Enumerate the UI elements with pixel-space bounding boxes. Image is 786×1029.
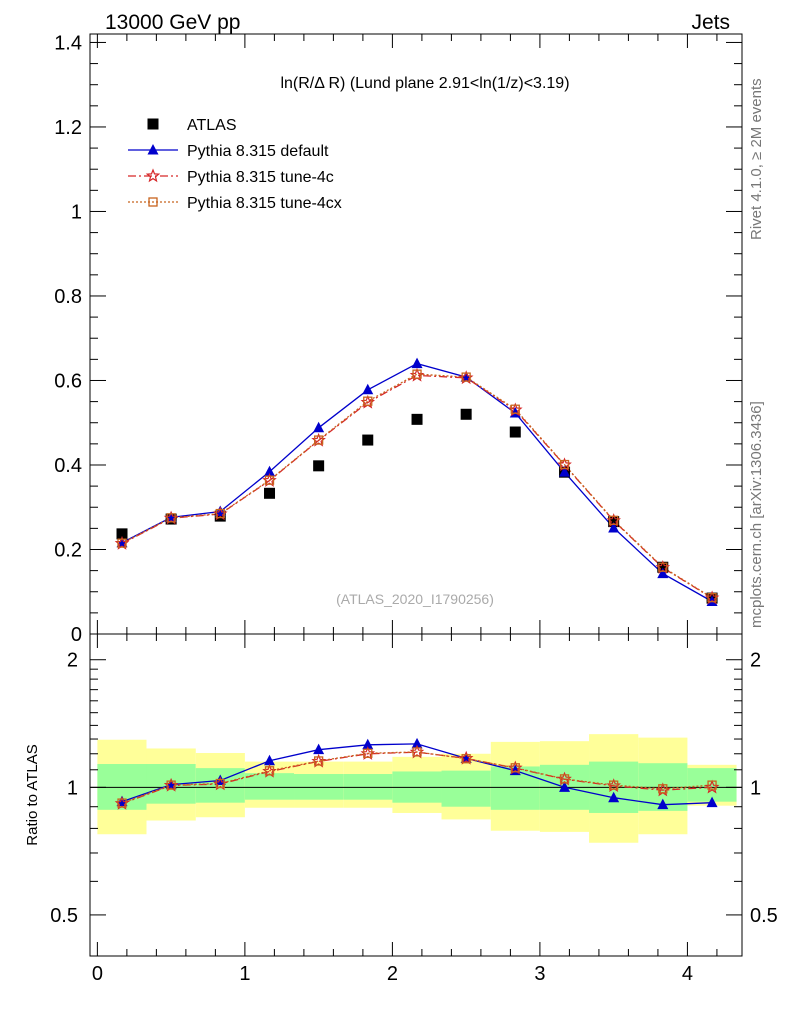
y-main-tick-label-0.6: 0.6 xyxy=(54,370,82,392)
x-tick-label-1: 1 xyxy=(239,963,250,985)
y-main-tick-label-0.4: 0.4 xyxy=(54,455,82,477)
legend-marker-pythia-8-315-tune-4c xyxy=(145,168,161,183)
ratio-point-pythia-8-315-tune-4cx-7 xyxy=(461,754,471,764)
analysis-watermark: (ATLAS_2020_I1790256) xyxy=(336,591,494,607)
mcplots-label: mcplots.cern.ch [arXiv:1306.3436] xyxy=(748,401,765,628)
ratio-point-pythia-8-315-tune-4cx-3 xyxy=(264,766,275,776)
y-main-tick-label-0.8: 0.8 xyxy=(54,286,82,308)
legend-label-default: Pythia 8.315 default xyxy=(187,143,329,160)
ratio-point-pythia-8-315-tune-4cx-6 xyxy=(412,747,422,757)
y-ratio-tick-label-right-0.5: 0.5 xyxy=(750,905,778,927)
main-point-pythia-8-315-tune-4cx-10 xyxy=(609,515,619,525)
main-point-pythia-8-315-tune-4cx-3 xyxy=(264,475,275,485)
main-point-pythia-8-315-default-6 xyxy=(411,357,423,369)
y-ratio-tick-label-right-2: 2 xyxy=(750,650,761,672)
ratio-point-pythia-8-315-tune-4cx-8 xyxy=(510,763,520,773)
ratio-point-pythia-8-315-default-3 xyxy=(264,754,276,766)
ratio-point-pythia-8-315-tune-4cx-0 xyxy=(117,798,127,808)
main-point-pythia-8-315-default-5 xyxy=(362,383,374,395)
ratio-point-pythia-8-315-tune-4cx-9 xyxy=(559,774,570,784)
main-point-pythia-8-315-default-4 xyxy=(313,421,325,433)
main-point-pythia-8-315-default-2 xyxy=(214,505,226,516)
band-green-7 xyxy=(441,770,491,807)
ratio-point-pythia-8-315-tune-4cx-10 xyxy=(609,780,619,790)
x-tick-label-0: 0 xyxy=(92,963,103,985)
main-point-pythia-8-315-default-11 xyxy=(657,567,669,579)
ratio-point-pythia-8-315-tune-4cx-4 xyxy=(313,756,324,766)
ratio-point-pythia-8-315-default-12 xyxy=(706,796,718,808)
band-green-12 xyxy=(687,768,737,802)
band-green-3 xyxy=(244,773,295,800)
legend-label-tune-4cx: Pythia 8.315 tune-4cx xyxy=(187,195,342,212)
main-point-pythia-8-315-tune-4cx-5 xyxy=(363,396,373,406)
main-point-atlas-8 xyxy=(509,426,521,438)
rivet-label: Rivet 4.1.0, ≥ 2M events xyxy=(748,78,765,240)
main-point-pythia-8-315-tune-4cx-0 xyxy=(117,538,127,548)
legend-marks xyxy=(128,118,178,207)
header-right: Jets xyxy=(691,11,730,34)
main-point-pythia-8-315-tune-4cx-9 xyxy=(559,459,570,470)
ratio-point-pythia-8-315-default-10 xyxy=(608,791,620,803)
legend-label-tune-4c: Pythia 8.315 tune-4c xyxy=(187,169,334,186)
ratio-point-pythia-8-315-tune-4cx-5 xyxy=(363,748,373,758)
ratio-point-pythia-8-315-default-4 xyxy=(313,743,325,755)
main-point-atlas-7 xyxy=(460,408,472,420)
main-line-pythia-8-315-tune-4c xyxy=(121,374,713,599)
main-point-pythia-8-315-tune-4cx-4 xyxy=(313,435,324,445)
legend-marker-pythia-8-315-tune-4cx xyxy=(148,197,158,207)
ratio-point-pythia-8-315-tune-4cx-11 xyxy=(658,784,668,794)
main-point-pythia-8-315-tune-4cx-2 xyxy=(215,508,225,519)
main-point-pythia-8-315-default-9 xyxy=(559,466,571,477)
axis-ticks xyxy=(90,34,742,956)
ratio-point-pythia-8-315-tune-4cx-2 xyxy=(215,778,225,789)
main-point-pythia-8-315-tune-4cx-6 xyxy=(412,369,422,379)
axis-tick-labels: 0 1 2 3 4 0 0.2 0.4 0.6 0.8 1 1.2 1.4 0.5 0.5 1 1 2 2 xyxy=(50,32,778,985)
header-left: 13000 GeV pp xyxy=(105,11,240,34)
legend-marker-pythia-8-315-default xyxy=(147,144,159,155)
legend: ATLAS Pythia 8.315 default Pythia 8.315 … xyxy=(187,117,342,212)
series-markers xyxy=(114,357,720,810)
y-ratio-tick-label-left-2: 2 xyxy=(67,650,78,672)
main-point-atlas-10 xyxy=(608,516,620,528)
ratio-point-pythia-8-315-default-6 xyxy=(411,737,423,749)
ratio-ylabel: Ratio to ATLAS xyxy=(24,744,41,845)
main-point-pythia-8-315-default-10 xyxy=(608,521,620,533)
y-main-tick-label-0.2: 0.2 xyxy=(54,539,82,561)
main-point-atlas-6 xyxy=(411,413,423,425)
x-tick-label-3: 3 xyxy=(534,963,545,985)
chart-title: ln(R/Δ R) (Lund plane 2.91<ln(1/z)<3.19) xyxy=(280,75,569,92)
main-line-pythia-8-315-tune-4cx xyxy=(121,373,713,599)
x-tick-label-4: 4 xyxy=(682,963,693,985)
main-point-atlas-5 xyxy=(362,434,374,446)
y-ratio-tick-label-left-1: 1 xyxy=(67,777,78,799)
ratio-point-pythia-8-315-default-11 xyxy=(657,798,669,810)
main-point-pythia-8-315-tune-4cx-1 xyxy=(166,513,176,523)
main-line-pythia-8-315-default xyxy=(121,362,713,603)
legend-label-atlas: ATLAS xyxy=(187,117,237,134)
main-point-pythia-8-315-tune-4cx-7 xyxy=(461,372,471,382)
ratio-point-pythia-8-315-default-5 xyxy=(362,738,374,750)
main-point-atlas-3 xyxy=(264,487,276,499)
y-main-tick-label-0: 0 xyxy=(71,624,82,646)
main-point-pythia-8-315-tune-4cx-8 xyxy=(510,404,520,414)
x-tick-label-2: 2 xyxy=(387,963,398,985)
main-point-pythia-8-315-tune-4cx-12 xyxy=(707,593,717,603)
y-ratio-tick-label-right-1: 1 xyxy=(750,777,761,799)
ratio-point-pythia-8-315-default-9 xyxy=(559,781,571,792)
main-point-atlas-0 xyxy=(116,528,128,540)
ratio-point-pythia-8-315-tune-4cx-12 xyxy=(707,780,717,790)
ratio-point-pythia-8-315-tune-4cx-1 xyxy=(166,780,176,790)
y-main-tick-label-1.4: 1.4 xyxy=(54,32,82,54)
main-point-atlas-4 xyxy=(313,460,325,472)
y-ratio-tick-label-left-0.5: 0.5 xyxy=(50,905,78,927)
main-point-atlas-11 xyxy=(657,561,669,573)
y-main-tick-label-1.2: 1.2 xyxy=(54,117,82,139)
main-point-pythia-8-315-tune-4cx-11 xyxy=(658,562,668,572)
legend-marker-atlas xyxy=(147,118,159,130)
main-point-pythia-8-315-default-3 xyxy=(264,465,276,477)
ratio-frame xyxy=(89,633,743,957)
y-main-tick-label-1: 1 xyxy=(71,201,82,223)
